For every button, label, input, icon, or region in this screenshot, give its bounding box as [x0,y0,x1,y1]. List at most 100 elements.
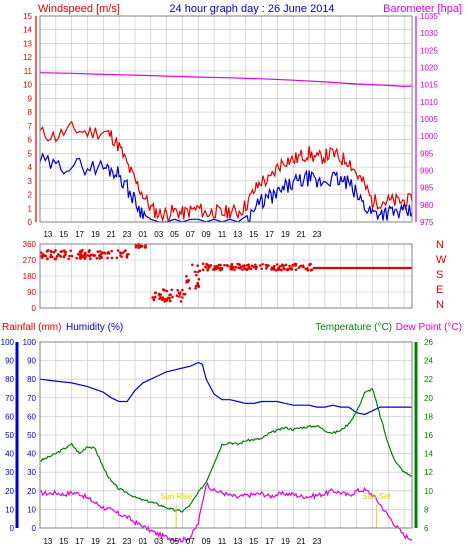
direction-tick: 90 [27,288,36,297]
direction-point [212,268,215,271]
climate-x-tick: 23 [313,537,322,546]
direction-point [178,292,182,296]
direction-point [78,254,82,258]
climate-x-tick: 19 [91,537,100,546]
direction-point [67,257,70,261]
wind-x-tick: 01 [138,230,147,239]
direction-point [254,263,257,267]
direction-point [110,249,113,253]
humidity-axis-title: Humidity (%) [66,322,123,333]
barometer-tick: 1020 [420,64,438,73]
direction-point [79,251,83,254]
humidity-tick: 0 [32,524,37,533]
direction-point [178,295,181,298]
rainfall-tick: 70 [5,394,14,403]
direction-point [154,291,157,295]
windspeed-tick: 13 [23,39,32,48]
direction-point [51,255,54,259]
direction-frame [39,243,413,309]
direction-point [215,267,218,271]
direction-point [139,244,142,247]
direction-point [219,263,222,267]
direction-point [40,256,44,260]
direction-point [191,263,194,267]
temperature-tick: 10 [424,487,433,496]
climate-x-tick: 01 [138,537,147,546]
direction-tick: 270 [23,256,37,265]
windspeed-series-line [39,152,413,223]
rainfall-tick: 10 [5,505,14,514]
direction-point [278,265,281,268]
climate-x-tick: 11 [218,537,227,546]
climate-x-tick: 15 [59,537,68,546]
direction-point [194,287,197,290]
direction-point [101,251,104,254]
direction-point [309,269,313,272]
direction-point [53,257,57,261]
wind-x-tick: 17 [265,230,274,239]
humidity-tick: 90 [27,357,36,366]
climate-frame [39,341,413,529]
wind-x-tick: 13 [43,230,52,239]
barometer-tick: 980 [420,201,434,210]
windspeed-tick: 0 [28,218,33,227]
direction-point [46,257,49,260]
direction-point [209,264,213,267]
wind-x-tick: 17 [75,230,84,239]
windspeed-tick: 10 [23,81,32,90]
humidity-tick: 50 [27,431,36,440]
direction-tick: 0 [32,304,37,313]
rainfall-tick: 40 [5,450,14,459]
direction-point [63,249,66,252]
barometer-tick: 1025 [420,46,438,55]
direction-point [45,250,49,253]
windspeed-tick: 5 [28,149,33,158]
direction-point [134,245,138,249]
direction-point [144,244,147,247]
climate-x-tick: 13 [233,537,242,546]
wind-x-tick: 13 [233,230,242,239]
temperature-tick: 18 [424,412,433,421]
direction-point [84,253,87,257]
rainfall-tick: 60 [5,412,14,421]
direction-point [69,249,72,253]
direction-point [223,263,226,267]
direction-point [248,265,251,269]
windspeed-tick: 15 [23,12,32,21]
wind-x-tick: 21 [297,230,306,239]
climate-x-tick: 07 [186,537,195,546]
direction-point [309,262,312,266]
direction-point [95,257,99,260]
direction-point [201,262,205,266]
barometer-series-line [39,72,413,88]
rainfall-tick: 90 [5,357,14,366]
windspeed-tick: 14 [23,26,32,35]
direction-point [123,250,126,253]
direction-point [119,254,122,257]
windspeed-tick: 4 [28,163,33,172]
direction-point [83,257,87,260]
direction-point [193,270,197,274]
compass-label: E [436,284,443,296]
windspeed-tick: 11 [24,67,33,76]
direction-point [121,251,124,255]
windspeed-axis-title: Windspeed [m/s] [38,3,120,15]
temperature-tick: 12 [424,468,433,477]
direction-point [100,256,103,259]
climate-x-tick: 09 [202,537,211,546]
direction-point [104,252,107,255]
temperature-tick: 8 [424,505,429,514]
direction-point [68,254,71,258]
direction-point [297,266,301,270]
direction-point [274,269,278,272]
direction-point [306,267,309,270]
direction-point [144,246,147,249]
direction-point [197,285,200,289]
direction-point [181,296,184,299]
barometer-tick: 1015 [420,81,438,90]
windspeed-tick: 6 [28,136,33,145]
sun-event-label: Sun Rise [160,492,193,501]
direction-point [187,279,191,282]
